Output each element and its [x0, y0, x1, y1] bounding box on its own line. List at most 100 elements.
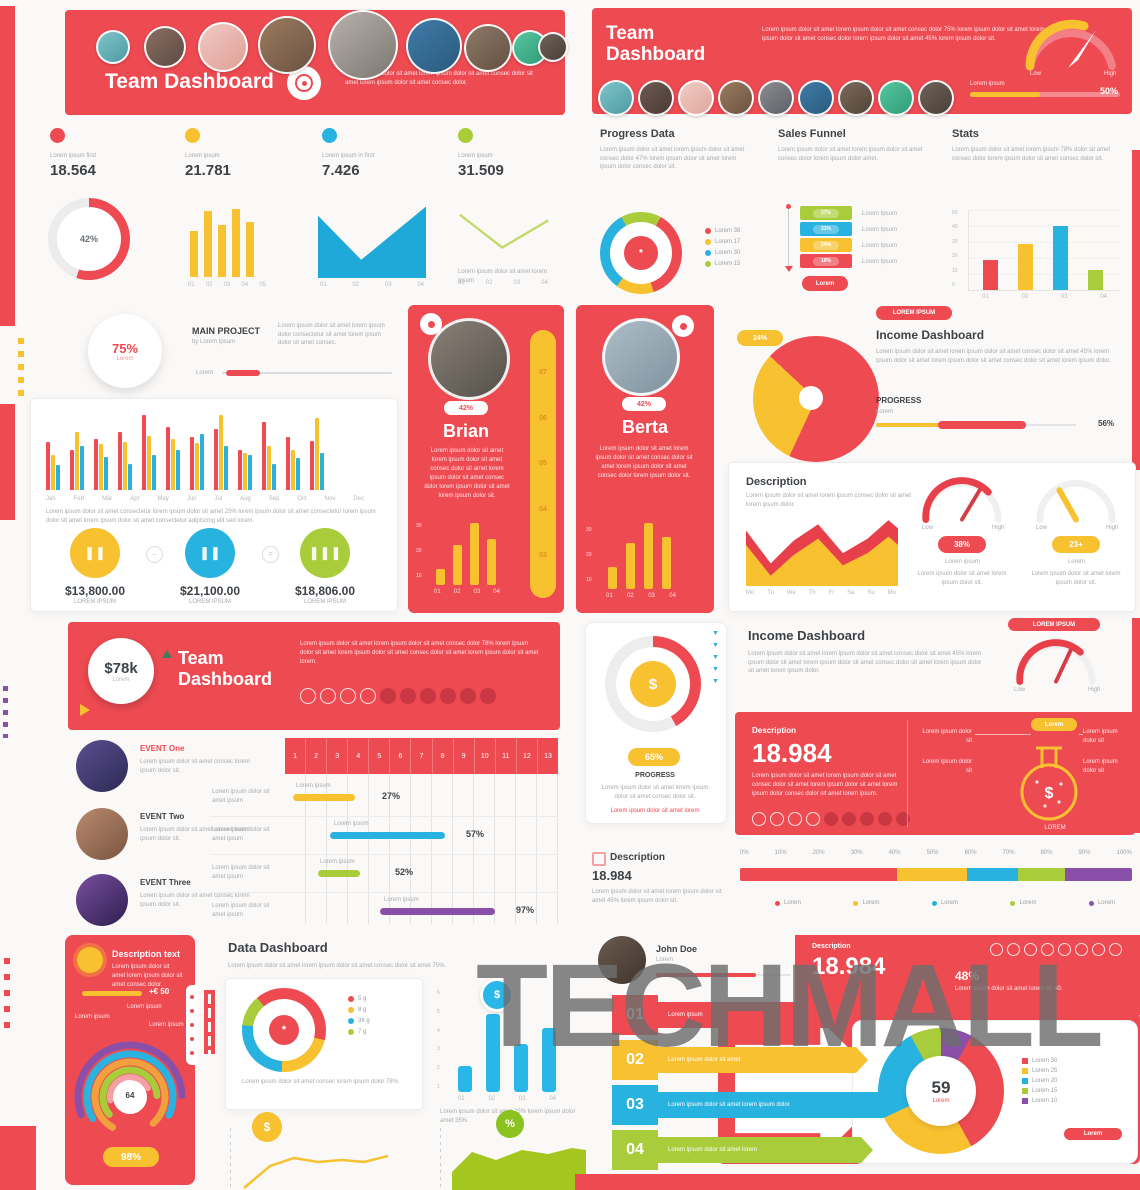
amount-caption: LOREM IPSUM — [303, 599, 346, 605]
amount-sub: Lorem — [112, 676, 130, 683]
amount-value: $78k — [104, 659, 138, 677]
banner-pct: 48% — [955, 969, 980, 983]
progress-data-title: Progress Data — [600, 128, 675, 140]
mini-line-chart — [459, 213, 549, 249]
donut-59-legend: Lorem 30 Lorem 25 Lorem 20 Lorem 15 Lore… — [1022, 1058, 1057, 1108]
gauge-low-label: Low — [1036, 525, 1048, 531]
step-number: 03 — [612, 1085, 658, 1125]
donut-59-sub: Lorem — [932, 1098, 950, 1104]
event-desc: Lorem ipsum dolor sit amet consec lorem … — [140, 759, 250, 774]
chart-note: Lorem ipsum dolor sit amet consectetur l… — [46, 509, 376, 524]
slide4-title: Team Dashboard — [178, 648, 273, 689]
funnel-button[interactable]: Lorem — [802, 276, 848, 291]
avatar — [798, 80, 834, 116]
funnel-stage-label: Lorem Ipsum — [862, 243, 898, 249]
svg-text:$: $ — [1045, 785, 1054, 802]
income-pie-chart — [753, 336, 879, 462]
funnel-stage: 31% — [800, 222, 852, 236]
banner-label: Description — [752, 726, 797, 735]
mini-area-chart — [318, 206, 426, 278]
avatar — [878, 80, 914, 116]
banner-label: Description — [812, 943, 851, 950]
flask-label: Lorem ipsum dolor sit — [922, 729, 972, 744]
blue-bar-chart — [458, 992, 556, 1092]
gantt-bar — [318, 870, 360, 877]
event-title: EVENT Two — [140, 812, 185, 821]
ring-label: Lorem ipsum — [127, 1004, 162, 1010]
description-title: Description — [746, 476, 807, 488]
leaf-circle-icon: % — [496, 1110, 524, 1138]
avatar — [538, 32, 568, 62]
social-icons-row — [300, 688, 496, 704]
john-doe-sub: Lorem — [656, 957, 674, 963]
avatar — [428, 318, 510, 400]
gantt-row-separator — [210, 816, 558, 817]
area-chart-axis — [440, 1128, 441, 1190]
mini-donut-pct: 42% — [79, 234, 98, 244]
progress-data-legend: Lorem 38 Lorem 17 Lorem 30 Lorem 15 — [705, 228, 740, 272]
slider[interactable] — [222, 370, 392, 376]
gauge-low-label: Low — [922, 525, 934, 531]
arrows-pill-button[interactable]: Lorem — [1064, 1128, 1122, 1140]
profile-desc: Lorem ipsum dolor sit amet lorem ipsum d… — [424, 448, 510, 499]
person-circle-icon: $ — [480, 978, 514, 1012]
stat-dot — [50, 128, 65, 143]
donut-progress-title: PROGRESS — [635, 772, 675, 779]
bulb-icon: $ — [630, 661, 676, 707]
progress-label: Lorem ipsum — [970, 81, 1005, 87]
event-title: EVENT One — [140, 744, 185, 753]
avatar — [598, 936, 646, 984]
mini-line-caption: Lorem ipsum dolor sit amet lorem ipsum — [458, 269, 548, 284]
flask-label: Lorem ipsum dolor sit — [1083, 759, 1118, 774]
funnel-stage-label: Lorem Ipsum — [862, 259, 898, 265]
purple-dash-column — [3, 686, 8, 738]
gauge-pct-pill: 38% — [938, 536, 986, 553]
gauge-badge-button[interactable]: LOREM IPSUM — [1008, 618, 1100, 631]
progress-data-donut: * — [600, 212, 682, 294]
stats-x-labels: 01 02 03 04 — [982, 294, 1107, 300]
scale-ticks: 0% 10% 20% 30% 40% 50% 60% 70% 80% 90% 100% — [740, 850, 1132, 856]
gantt-task-label: Lorem ipsum dolor sit amet ipsum — [212, 789, 270, 804]
stats-plot — [968, 210, 1119, 291]
amount-value: $21,100.00 — [179, 584, 241, 598]
lorem-button[interactable]: LOREM IPSUM — [876, 306, 952, 320]
slider-handle[interactable] — [226, 370, 260, 376]
progress-pct: 50% — [1100, 86, 1119, 96]
stat-label: Lorem ipsum first — [50, 153, 97, 159]
radial-rings-chart — [74, 1041, 186, 1153]
stat-value: 18.564 — [50, 162, 96, 179]
step-arrow: Lorem ipsum dolor sit amet — [658, 1047, 868, 1073]
avatar — [718, 80, 754, 116]
gauge-low-label: Low — [1030, 71, 1042, 77]
banner-value: 18.984 — [752, 738, 832, 768]
area-chart-days: Mo Tu We Th Fr Sa Su Mo — [746, 590, 896, 596]
funnel-arrow-line — [785, 204, 793, 272]
gantt-task-label: Lorem ipsum dolor sit amet ipsum — [212, 865, 270, 880]
ring-center-value: 64 — [125, 1091, 135, 1100]
step-number: 02 — [612, 1040, 658, 1080]
flask-label: Lorem ipsum dolor sit — [922, 759, 972, 774]
side-tab — [186, 985, 198, 1065]
stat-value: 31.509 — [458, 162, 504, 179]
ring-label: Lorem ipsum — [75, 1014, 110, 1020]
yellow-triangle-icon — [80, 704, 90, 716]
avatar — [96, 30, 130, 64]
avatar — [602, 318, 680, 396]
percent-sub: Lorem — [116, 355, 134, 362]
stats-title: Stats — [952, 128, 979, 140]
description-icon — [592, 852, 606, 866]
gantt-row-separator — [210, 854, 558, 855]
progress-sub: Lorem — [876, 409, 894, 415]
project-desc: Lorem ipsum dolor sit amet lorem ipsum d… — [278, 323, 385, 347]
gauge-low-label: Low — [1014, 687, 1026, 693]
step-arrow: Lorem ipsum dolor sit amet lorem ipsum d… — [658, 1092, 908, 1118]
flask-connector — [1079, 734, 1083, 735]
profile-card-brian: 42% Brian Lorem ipsum dolor sit amet lor… — [408, 305, 564, 613]
profile-desc: Lorem ipsum dolor sit amet lorem ipsum d… — [595, 446, 693, 479]
income1-title: Income Dashboard — [876, 328, 985, 342]
profile-card-berta: 42% Berta Lorem ipsum dolor sit amet lor… — [576, 305, 714, 613]
donut-center-icon: * — [269, 1015, 299, 1045]
green-area-chart — [452, 1148, 586, 1190]
avatar — [144, 26, 186, 68]
